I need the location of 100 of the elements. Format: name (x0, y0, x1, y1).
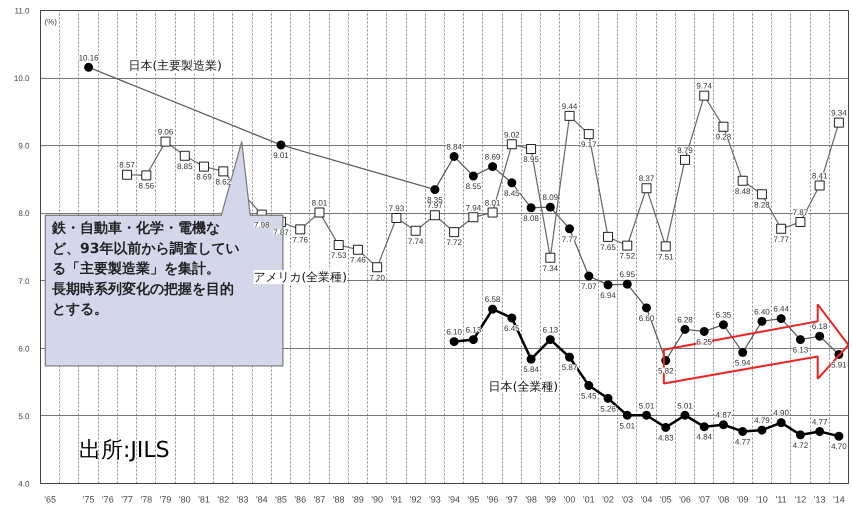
data-label: 8.01 (312, 198, 328, 208)
x-tick-label: '84 (256, 494, 268, 504)
point (680, 410, 690, 420)
data-label: 8.28 (754, 200, 770, 210)
data-label: 4.77 (734, 437, 752, 446)
point (738, 426, 748, 436)
point (546, 335, 555, 344)
data-label: 9.28 (716, 132, 732, 142)
data-label: 6.28 (677, 315, 694, 324)
data-label: 8.55 (466, 182, 482, 192)
point (661, 422, 670, 432)
point (584, 381, 594, 390)
x-tick-label: '89 (352, 494, 364, 504)
x-tick-label: '93 (429, 494, 441, 504)
data-label: 8.69 (196, 172, 212, 182)
y-tick-label: 5.0 (18, 412, 30, 421)
x-tick-label: '87 (314, 494, 326, 504)
data-label: 7.77 (773, 234, 790, 244)
x-tick-label: '94 (448, 494, 460, 504)
x-tick-label: '82 (217, 494, 230, 504)
x-tick-label: '88 (332, 494, 345, 504)
data-label: 8.84 (446, 142, 462, 152)
data-label: 7.87 (273, 228, 290, 237)
x-tick-label: '83 (236, 494, 248, 504)
point (488, 304, 498, 314)
data-label: 9.74 (696, 82, 713, 91)
x-tick-label: '99 (544, 494, 556, 504)
data-label: 10.16 (78, 53, 100, 62)
point (565, 352, 574, 362)
y-tick-label: 10.0 (14, 74, 30, 84)
point (604, 394, 613, 403)
data-label: 5.45 (581, 392, 598, 401)
x-tick-label: '00 (564, 494, 576, 504)
data-label: 7.77 (562, 234, 578, 244)
x-tick-label: '90 (371, 494, 384, 504)
y-tick-label: 7.0 (18, 276, 30, 286)
data-label: 5.01 (638, 401, 655, 410)
data-label: 4.83 (658, 433, 674, 442)
data-label: 7.53 (330, 250, 348, 260)
x-tick-label: '03 (621, 494, 634, 504)
x-tick-label: '85 (275, 494, 287, 504)
y-tick-label: 4.0 (18, 480, 30, 488)
data-label: 5.87 (562, 363, 578, 372)
data-label: 9.17 (581, 140, 598, 150)
x-tick-label: '77 (121, 494, 133, 504)
data-label: 6.95 (619, 270, 636, 280)
data-label: 7.76 (292, 235, 309, 244)
data-label: 6.13 (792, 346, 809, 355)
data-label: 7.51 (658, 252, 674, 262)
data-label: 8.56 (138, 181, 155, 190)
data-label: 5.94 (734, 358, 752, 368)
data-label: 6.58 (484, 295, 501, 304)
x-tick-label: '14 (833, 494, 845, 504)
data-label: 4.79 (754, 416, 770, 426)
y-axis-title: (%) (44, 18, 58, 26)
x-tick-label: '07 (698, 494, 710, 504)
data-label: 8.48 (734, 186, 752, 196)
x-tick-label: '79 (160, 494, 172, 504)
data-label: 6.40 (754, 307, 770, 316)
data-label: 7.72 (446, 238, 462, 248)
data-label: 9.44 (562, 102, 578, 111)
data-label: 8.45 (504, 188, 520, 198)
data-label: 6.13 (466, 326, 482, 335)
point (468, 335, 478, 344)
x-tick-label: '08 (718, 494, 730, 504)
data-label: 6.13 (542, 326, 559, 335)
data-label: 6.94 (600, 290, 616, 300)
x-tick-label: '98 (525, 494, 537, 504)
data-label: 5.84 (523, 365, 540, 374)
annotation: 出所:JILS (78, 438, 170, 464)
data-label: 8.57 (119, 160, 136, 170)
data-label: 7.65 (600, 242, 616, 252)
x-tick-label: '91 (390, 494, 402, 504)
y-tick-label: 6.0 (18, 344, 30, 354)
x-tick-label: '97 (506, 494, 518, 504)
data-label: 5.82 (658, 366, 674, 376)
data-label: 5.26 (600, 404, 616, 414)
point (622, 410, 632, 420)
x-tick-label: '76 (102, 494, 114, 504)
x-tick-label: '86 (294, 494, 306, 504)
data-label: 8.85 (177, 162, 194, 171)
x-tick-label: '09 (736, 494, 749, 504)
x-tick-label: '06 (679, 494, 691, 504)
x-tick-label: '78 (140, 494, 152, 504)
data-label: 7.98 (254, 220, 270, 230)
y-tick-label: 8.0 (18, 209, 30, 218)
x-tick-label: '05 (660, 494, 672, 504)
x-tick-label: '04 (640, 494, 652, 504)
point (450, 337, 459, 346)
data-label: 4.77 (812, 417, 828, 426)
point (796, 430, 805, 440)
data-label: 7.93 (388, 204, 405, 213)
data-label: 7.34 (542, 264, 559, 273)
x-tick-label: '11 (776, 494, 787, 504)
x-tick-label: '75 (82, 494, 94, 504)
data-label: 9.06 (158, 128, 174, 137)
data-label: 4.84 (696, 432, 713, 442)
annotation: 鉄・自動車・化学・電機など、93年以前から調査している「主要製造業」を集計。長期時系列変化の把握を目的とする。 (51, 220, 240, 318)
data-label: 8.95 (523, 155, 540, 164)
data-label: 8.41 (812, 172, 828, 181)
